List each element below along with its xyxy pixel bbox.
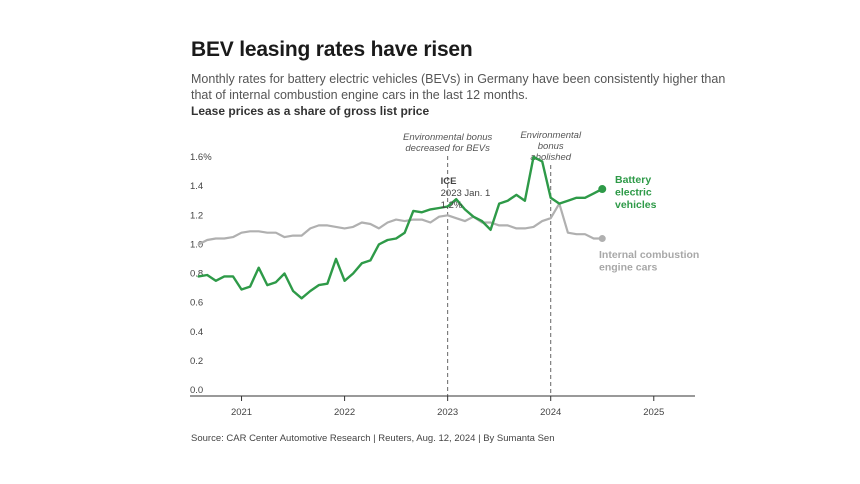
callout-text: 1.2% <box>441 200 463 211</box>
reference-annotation: abolished <box>530 152 571 163</box>
x-tick-label: 2025 <box>643 407 664 418</box>
chart-measure-label: Lease prices as a share of gross list pr… <box>191 104 430 118</box>
y-tick-label: 1.2 <box>190 210 203 221</box>
ice-series-line <box>197 202 604 246</box>
y-tick-label: 0.8 <box>190 269 203 280</box>
y-tick-label: 0.2 <box>190 356 203 367</box>
reference-annotation: Environmental <box>520 130 582 141</box>
bev-series-line <box>197 155 604 300</box>
source-note: Source: CAR Center Automotive Research |… <box>191 433 555 444</box>
x-tick-label: 2021 <box>231 407 252 418</box>
ice-series-label: engine cars <box>599 262 658 274</box>
chart-title: BEV leasing rates have risen <box>191 38 473 61</box>
reference-annotation: bonus <box>538 141 564 152</box>
y-tick-label: 1.0 <box>190 239 203 250</box>
series-group <box>197 155 607 300</box>
bev-end-point <box>598 185 607 194</box>
x-tick-label: 2022 <box>334 407 355 418</box>
reference-annotation: decreased for BEVs <box>405 143 490 154</box>
x-axis-ticks: 2021 2022 2023 2024 2025 <box>231 396 664 418</box>
y-tick-label: 1.6% <box>190 152 212 163</box>
y-tick-label: 0.4 <box>190 327 203 338</box>
y-axis-ticks: 0.0 0.2 0.4 0.6 0.8 1.0 1.2 1.4 1.6% <box>190 152 212 396</box>
chart-subtitle: Monthly rates for battery electric vehic… <box>191 72 726 102</box>
x-tick-label: 2024 <box>540 407 561 418</box>
bev-series-label: vehicles <box>615 199 657 211</box>
y-tick-label: 0.0 <box>190 385 203 396</box>
reference-annotation: Environmental bonus <box>403 132 492 143</box>
callout-text: ICE <box>441 176 457 187</box>
ice-series-label: Internal combustion <box>599 249 699 261</box>
ice-end-point <box>598 235 606 243</box>
bev-series-label: electric <box>615 187 652 199</box>
callout-text: 2023 Jan. 1 <box>441 188 491 199</box>
y-tick-label: 0.6 <box>190 298 203 309</box>
x-tick-label: 2023 <box>437 407 458 418</box>
y-tick-label: 1.4 <box>190 181 203 192</box>
bev-series-label: Battery <box>615 174 651 186</box>
